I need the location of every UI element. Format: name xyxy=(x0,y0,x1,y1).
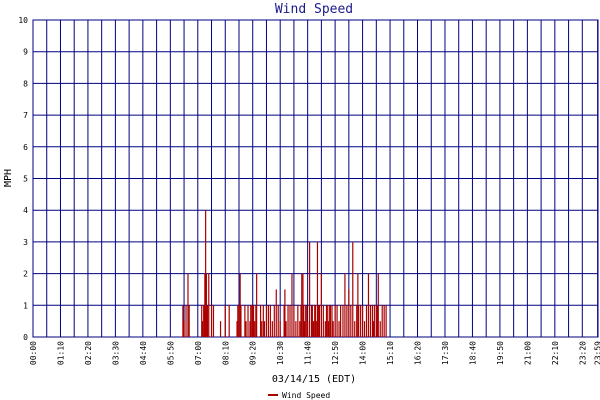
x-tick-label: 12:50 xyxy=(331,341,340,365)
y-axis-label: MPH xyxy=(3,169,14,187)
y-tick-label: 2 xyxy=(23,270,28,279)
x-tick-label: 18:40 xyxy=(468,341,477,365)
x-tick-label: 05:50 xyxy=(166,341,175,365)
y-tick-label: 9 xyxy=(23,48,28,57)
y-axis-ticks: 0 1 2 3 4 5 6 7 8 9 10 xyxy=(18,16,28,342)
y-tick-label: 1 xyxy=(23,301,28,310)
x-tick-label: 16:20 xyxy=(414,341,423,365)
x-tick-label: 04:40 xyxy=(139,341,148,365)
x-tick-label: 11:40 xyxy=(304,341,313,365)
x-tick-label: 15:10 xyxy=(386,341,395,365)
x-tick-label: 23:59 xyxy=(594,341,600,365)
x-tick-label: 08:10 xyxy=(221,341,230,365)
legend: Wind Speed xyxy=(268,391,330,400)
legend-label: Wind Speed xyxy=(282,391,330,400)
x-tick-label: 21:00 xyxy=(523,341,532,365)
x-tick-label: 09:20 xyxy=(249,341,258,365)
y-tick-label: 8 xyxy=(23,79,28,88)
x-tick-label: 17:30 xyxy=(441,341,450,365)
x-tick-label: 22:10 xyxy=(551,341,560,365)
x-axis-label: 03/14/15 (EDT) xyxy=(272,374,356,385)
x-tick-label: 00:00 xyxy=(29,341,38,365)
x-tick-label: 07:00 xyxy=(194,341,203,365)
data-bars xyxy=(182,210,387,337)
x-tick-label: 01:10 xyxy=(56,341,65,365)
x-tick-label: 02:20 xyxy=(84,341,93,365)
y-tick-label: 5 xyxy=(23,175,28,184)
y-tick-label: 7 xyxy=(23,111,28,120)
y-tick-label: 0 xyxy=(23,333,28,342)
grid xyxy=(32,19,599,338)
y-tick-label: 3 xyxy=(23,238,28,247)
y-tick-label: 4 xyxy=(23,206,28,215)
x-tick-label: 10:30 xyxy=(276,341,285,365)
y-tick-label: 10 xyxy=(18,16,28,25)
y-tick-label: 6 xyxy=(23,143,28,152)
x-tick-label: 19:50 xyxy=(496,341,505,365)
x-tick-label: 14:00 xyxy=(359,341,368,365)
x-axis-ticks: 00:00 01:10 02:20 03:30 04:40 05:50 07:00 08:10… xyxy=(29,341,600,365)
x-tick-label: 03:30 xyxy=(111,341,120,365)
x-tick-label: 23:20 xyxy=(578,341,587,365)
chart-title: Wind Speed xyxy=(275,2,353,17)
